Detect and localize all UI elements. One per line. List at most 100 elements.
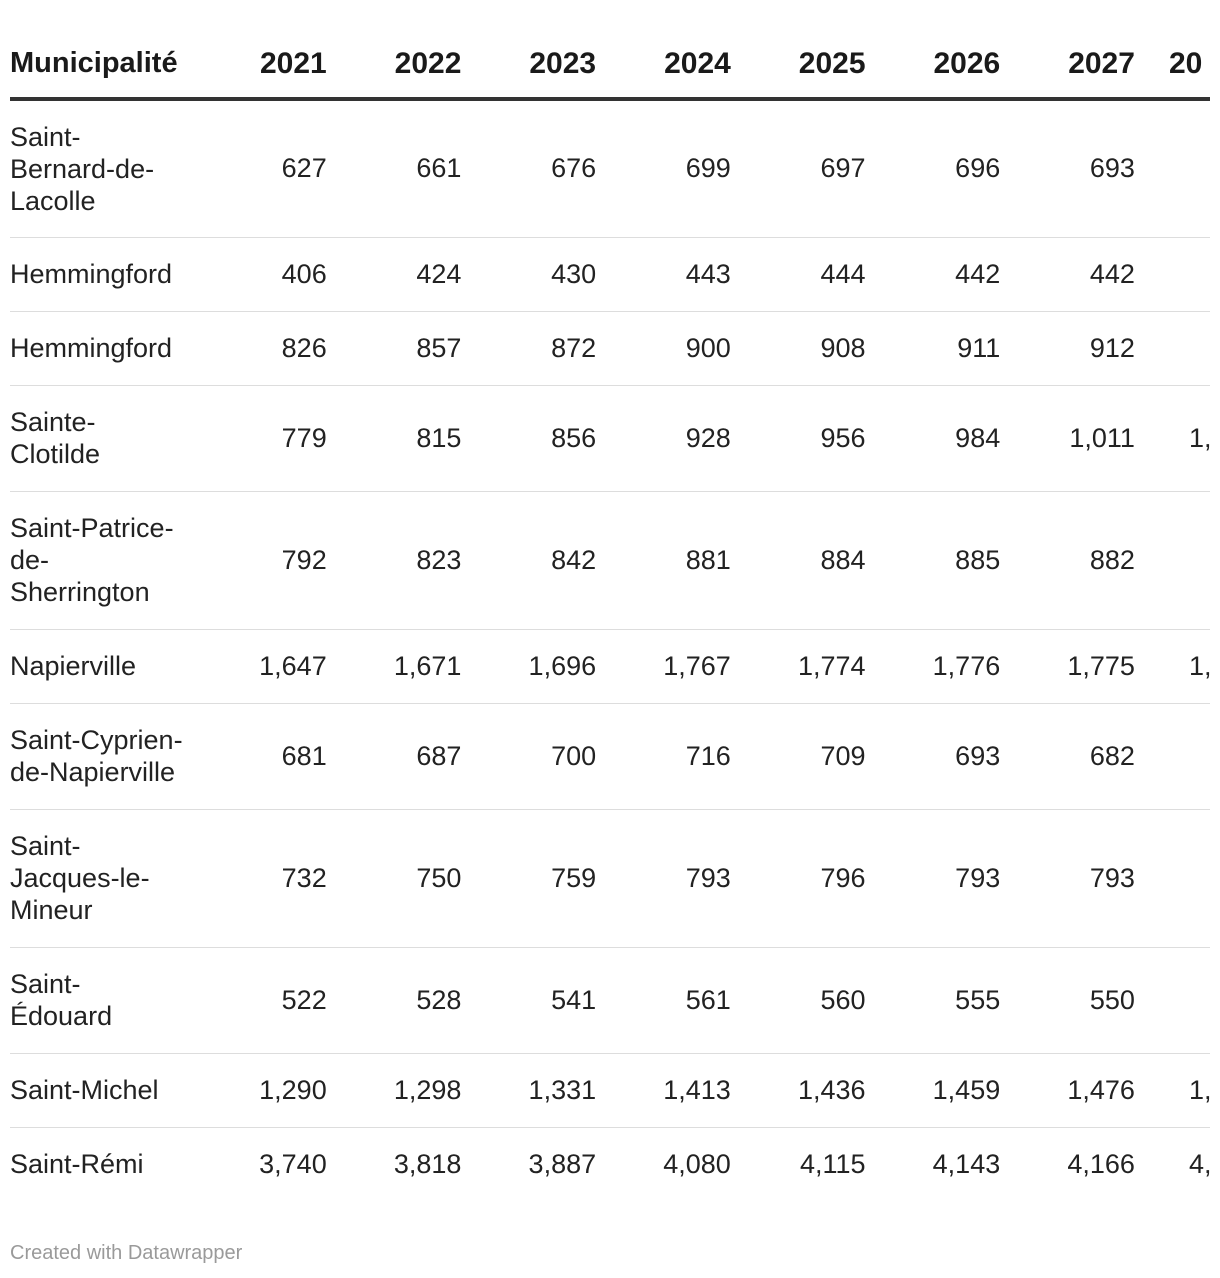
municipality-name: Napierville xyxy=(10,629,193,704)
table-row: Napierville 1,647 1,671 1,696 1,767 1,774 1,77… xyxy=(10,629,1210,704)
value-cell-2021: 826 xyxy=(192,311,327,386)
municipality-name-line: Mineur xyxy=(10,895,93,925)
value-cell-2023: 700 xyxy=(461,703,597,810)
column-header-municipalite: Municipalité xyxy=(10,30,193,101)
value-cell-2021: 792 xyxy=(192,491,327,630)
table-row: Saint-Rémi 3,740 3,818 3,887 4,080 4,115 4,143… xyxy=(10,1127,1210,1201)
datawrapper-credit: Created with Datawrapper xyxy=(10,1242,243,1264)
value-cell-20: 4, xyxy=(1188,1148,1210,1179)
value-cell-2027: 793 xyxy=(1000,809,1135,948)
value-cell-2025: 796 xyxy=(730,809,866,948)
value-cell-2026: 885 xyxy=(865,491,1001,630)
value-cell-2025: 709 xyxy=(730,703,866,810)
municipality-name-line: Lacolle xyxy=(10,185,96,216)
municipality-name-line: Saint-Rémi xyxy=(10,1149,144,1180)
value-cell-2023: 430 xyxy=(461,237,597,312)
value-cell-2023: 541 xyxy=(461,947,597,1054)
value-cell-2027: 693 xyxy=(1000,99,1135,238)
value-cell-2027: 1,011 xyxy=(1000,385,1135,492)
municipality-name-line: de-Napierville xyxy=(10,757,176,787)
municipality-name: Saint-Patrice-de- Sherrington xyxy=(10,491,193,630)
value-cell-2027: 1,775 xyxy=(1000,629,1135,704)
municipality-name: Hemmingford xyxy=(10,311,193,386)
value-cell-2022: 750 xyxy=(326,809,462,948)
value-cell-2021: 779 xyxy=(192,385,327,492)
value-cell-2024: 881 xyxy=(596,491,731,630)
value-cell-20 xyxy=(1134,311,1210,386)
column-header-2026: 2026 xyxy=(865,30,1001,101)
value-cell-20: 1, xyxy=(1134,385,1210,492)
value-cell-2027: 550 xyxy=(1000,947,1135,1054)
value-cell-20 xyxy=(1134,809,1210,948)
value-cell-2024: 699 xyxy=(596,99,731,238)
column-header-2024: 2024 xyxy=(596,30,731,101)
municipality-name-line: de- xyxy=(10,545,50,575)
table-row: Hemmingford 826 857 872 900 908 911 912 xyxy=(10,311,1210,386)
header-row: Municipalité 2021 2022 2023 2024 2025 2026 2027… xyxy=(10,30,1210,101)
value-cell-2027: 882 xyxy=(1000,491,1135,630)
municipality-name-line: Saint- xyxy=(10,121,81,152)
value-cell-20: 1, xyxy=(1134,629,1210,704)
municipality-name-line: Saint- xyxy=(10,969,81,999)
column-header-2021: 2021 xyxy=(192,30,327,101)
value-cell-2024: 561 xyxy=(596,947,731,1054)
municipality-name: Saint-Rémi xyxy=(10,1127,192,1201)
value-cell-2022: 424 xyxy=(326,237,462,312)
municipality-name-line: Sherrington xyxy=(10,577,150,607)
column-header-20: 20 xyxy=(1134,30,1210,101)
data-table: Municipalité 2021 2022 2023 2024 2025 2026 2027… xyxy=(10,30,1210,1201)
value-cell-2027: 912 xyxy=(1000,311,1135,386)
value-cell-2022: 823 xyxy=(326,491,462,630)
value-cell-2021: 3,740 xyxy=(259,1148,327,1179)
table-row: Saint-Patrice-de- Sherrington 792 823 842 881… xyxy=(10,491,1210,630)
column-header-2022: 2022 xyxy=(326,30,462,101)
municipality-name-line: Saint-Michel xyxy=(10,1075,159,1105)
value-cell-2024: 1,767 xyxy=(596,629,731,704)
municipality-name: Saint- Jacques-le- Mineur xyxy=(10,809,193,948)
value-cell-2027: 1,476 xyxy=(1000,1053,1135,1128)
value-cell-2023: 1,696 xyxy=(461,629,597,704)
table-header: Municipalité 2021 2022 2023 2024 2025 2026 2027… xyxy=(10,30,1210,101)
value-cell-2022: 1,298 xyxy=(326,1053,462,1128)
value-cell-2022: 661 xyxy=(326,99,462,238)
value-cell-2023: 856 xyxy=(461,385,597,492)
value-cell-20 xyxy=(1134,703,1210,810)
value-cell-2025: 1,436 xyxy=(730,1053,866,1128)
table-row: Saint-Michel 1,290 1,298 1,331 1,413 1,436 1,4… xyxy=(10,1053,1210,1128)
municipality-name: Saint-Michel xyxy=(10,1053,193,1128)
value-cell-20 xyxy=(1134,237,1210,312)
municipality-name-line: Jacques-le- xyxy=(10,863,150,893)
table-row: Saint- Bernard-de- Lacolle 627 661 676 699 697 6… xyxy=(10,99,1210,238)
value-cell-2024: 443 xyxy=(596,237,731,312)
municipality-name: Sainte- Clotilde xyxy=(10,385,193,492)
value-cell-2026: 984 xyxy=(865,385,1001,492)
value-cell-2023: 1,331 xyxy=(461,1053,597,1128)
value-cell-2026: 555 xyxy=(865,947,1001,1054)
municipality-name: Saint- Édouard xyxy=(10,947,193,1054)
value-cell-2025: 560 xyxy=(730,947,866,1054)
value-cell-2024: 900 xyxy=(596,311,731,386)
table-row: Saint-Cyprien-de-Napierville 681 687 700 716… xyxy=(10,703,1210,810)
column-header-2025: 2025 xyxy=(730,30,866,101)
value-cell-2022: 815 xyxy=(326,385,462,492)
value-cell-2023: 3,887 xyxy=(528,1148,597,1179)
table-body: Saint- Bernard-de- Lacolle 627 661 676 699 697 6… xyxy=(10,99,1210,1201)
municipality-name-line: Hemmingford xyxy=(10,333,173,363)
value-cell-2022: 3,818 xyxy=(393,1148,462,1179)
value-cell-20 xyxy=(1134,947,1210,1054)
value-cell-2022: 1,671 xyxy=(326,629,462,704)
value-cell-2021: 522 xyxy=(192,947,327,1054)
value-cell-2024: 1,413 xyxy=(596,1053,731,1128)
municipality-name-line: Clotilde xyxy=(10,439,101,469)
value-cell-2026: 911 xyxy=(865,311,1001,386)
column-header-2027: 2027 xyxy=(1000,30,1135,101)
value-cell-2026: 693 xyxy=(865,703,1001,810)
value-cell-2024: 928 xyxy=(596,385,731,492)
value-cell-2026: 1,776 xyxy=(865,629,1001,704)
value-cell-2021: 1,290 xyxy=(192,1053,327,1128)
municipality-name: Hemmingford xyxy=(10,237,193,312)
value-cell-2025: 908 xyxy=(730,311,866,386)
municipality-name-line: Hemmingford xyxy=(10,259,173,289)
value-cell-2021: 627 xyxy=(192,99,327,238)
value-cell-2025: 4,115 xyxy=(799,1148,866,1179)
